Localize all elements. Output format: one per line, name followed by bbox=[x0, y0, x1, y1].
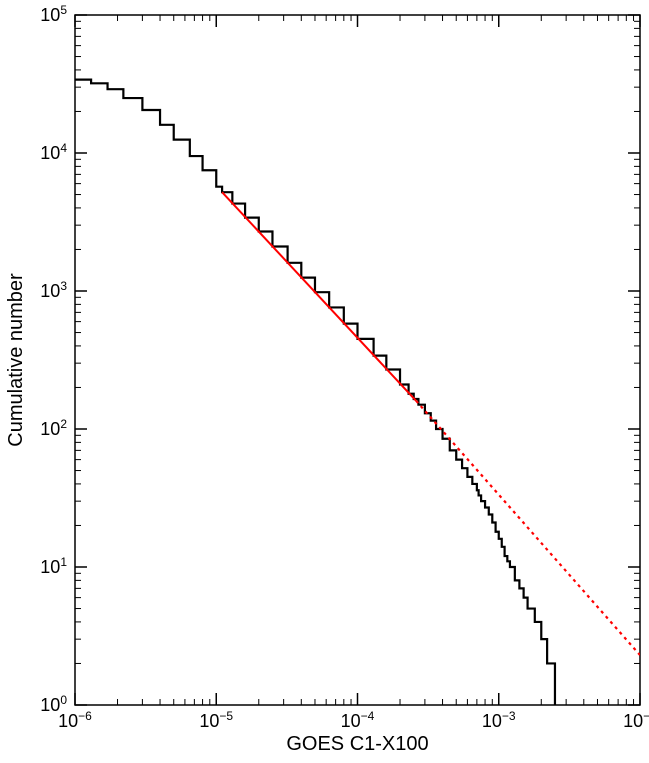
y-axis-title: Cumulative number bbox=[5, 273, 27, 447]
svg-text:10−2: 10−2 bbox=[623, 709, 649, 731]
x-tick-label: 10−2 bbox=[623, 709, 649, 731]
loglog-chart: 10−610−510−410−310−2100101102103104105GO… bbox=[0, 0, 649, 763]
svg-text:10−6: 10−6 bbox=[58, 709, 92, 731]
y-tick-label: 104 bbox=[40, 141, 67, 163]
x-tick-label: 10−5 bbox=[199, 709, 233, 731]
series-powerlaw-fit-solid bbox=[222, 192, 416, 401]
svg-text:10−4: 10−4 bbox=[341, 709, 375, 731]
series-powerlaw-fit-dotted bbox=[416, 401, 640, 655]
plot-area bbox=[75, 80, 640, 710]
chart-container: 10−610−510−410−310−2100101102103104105GO… bbox=[0, 0, 649, 763]
y-tick-label: 101 bbox=[40, 555, 67, 577]
x-tick-label: 10−3 bbox=[482, 709, 516, 731]
y-tick-label: 105 bbox=[40, 3, 67, 25]
x-tick-label: 10−4 bbox=[341, 709, 375, 731]
y-tick-label: 102 bbox=[40, 417, 67, 439]
y-tick-label: 103 bbox=[40, 279, 67, 301]
series-cumulative-distribution bbox=[75, 80, 555, 710]
x-tick-label: 10−6 bbox=[58, 709, 92, 731]
svg-text:10−5: 10−5 bbox=[199, 709, 233, 731]
x-axis-title: GOES C1-X100 bbox=[286, 733, 428, 755]
svg-text:10−3: 10−3 bbox=[482, 709, 516, 731]
